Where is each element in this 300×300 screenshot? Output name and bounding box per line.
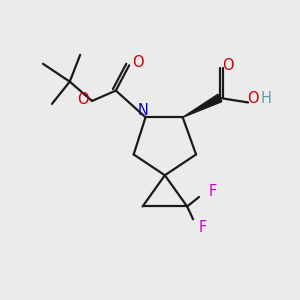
Text: O: O	[248, 92, 259, 106]
Text: H: H	[261, 92, 272, 106]
Text: N: N	[138, 103, 148, 118]
Text: O: O	[77, 92, 89, 107]
Text: F: F	[209, 184, 217, 199]
Text: O: O	[132, 55, 143, 70]
Text: O: O	[222, 58, 234, 73]
Text: F: F	[199, 220, 207, 235]
Polygon shape	[183, 94, 222, 117]
